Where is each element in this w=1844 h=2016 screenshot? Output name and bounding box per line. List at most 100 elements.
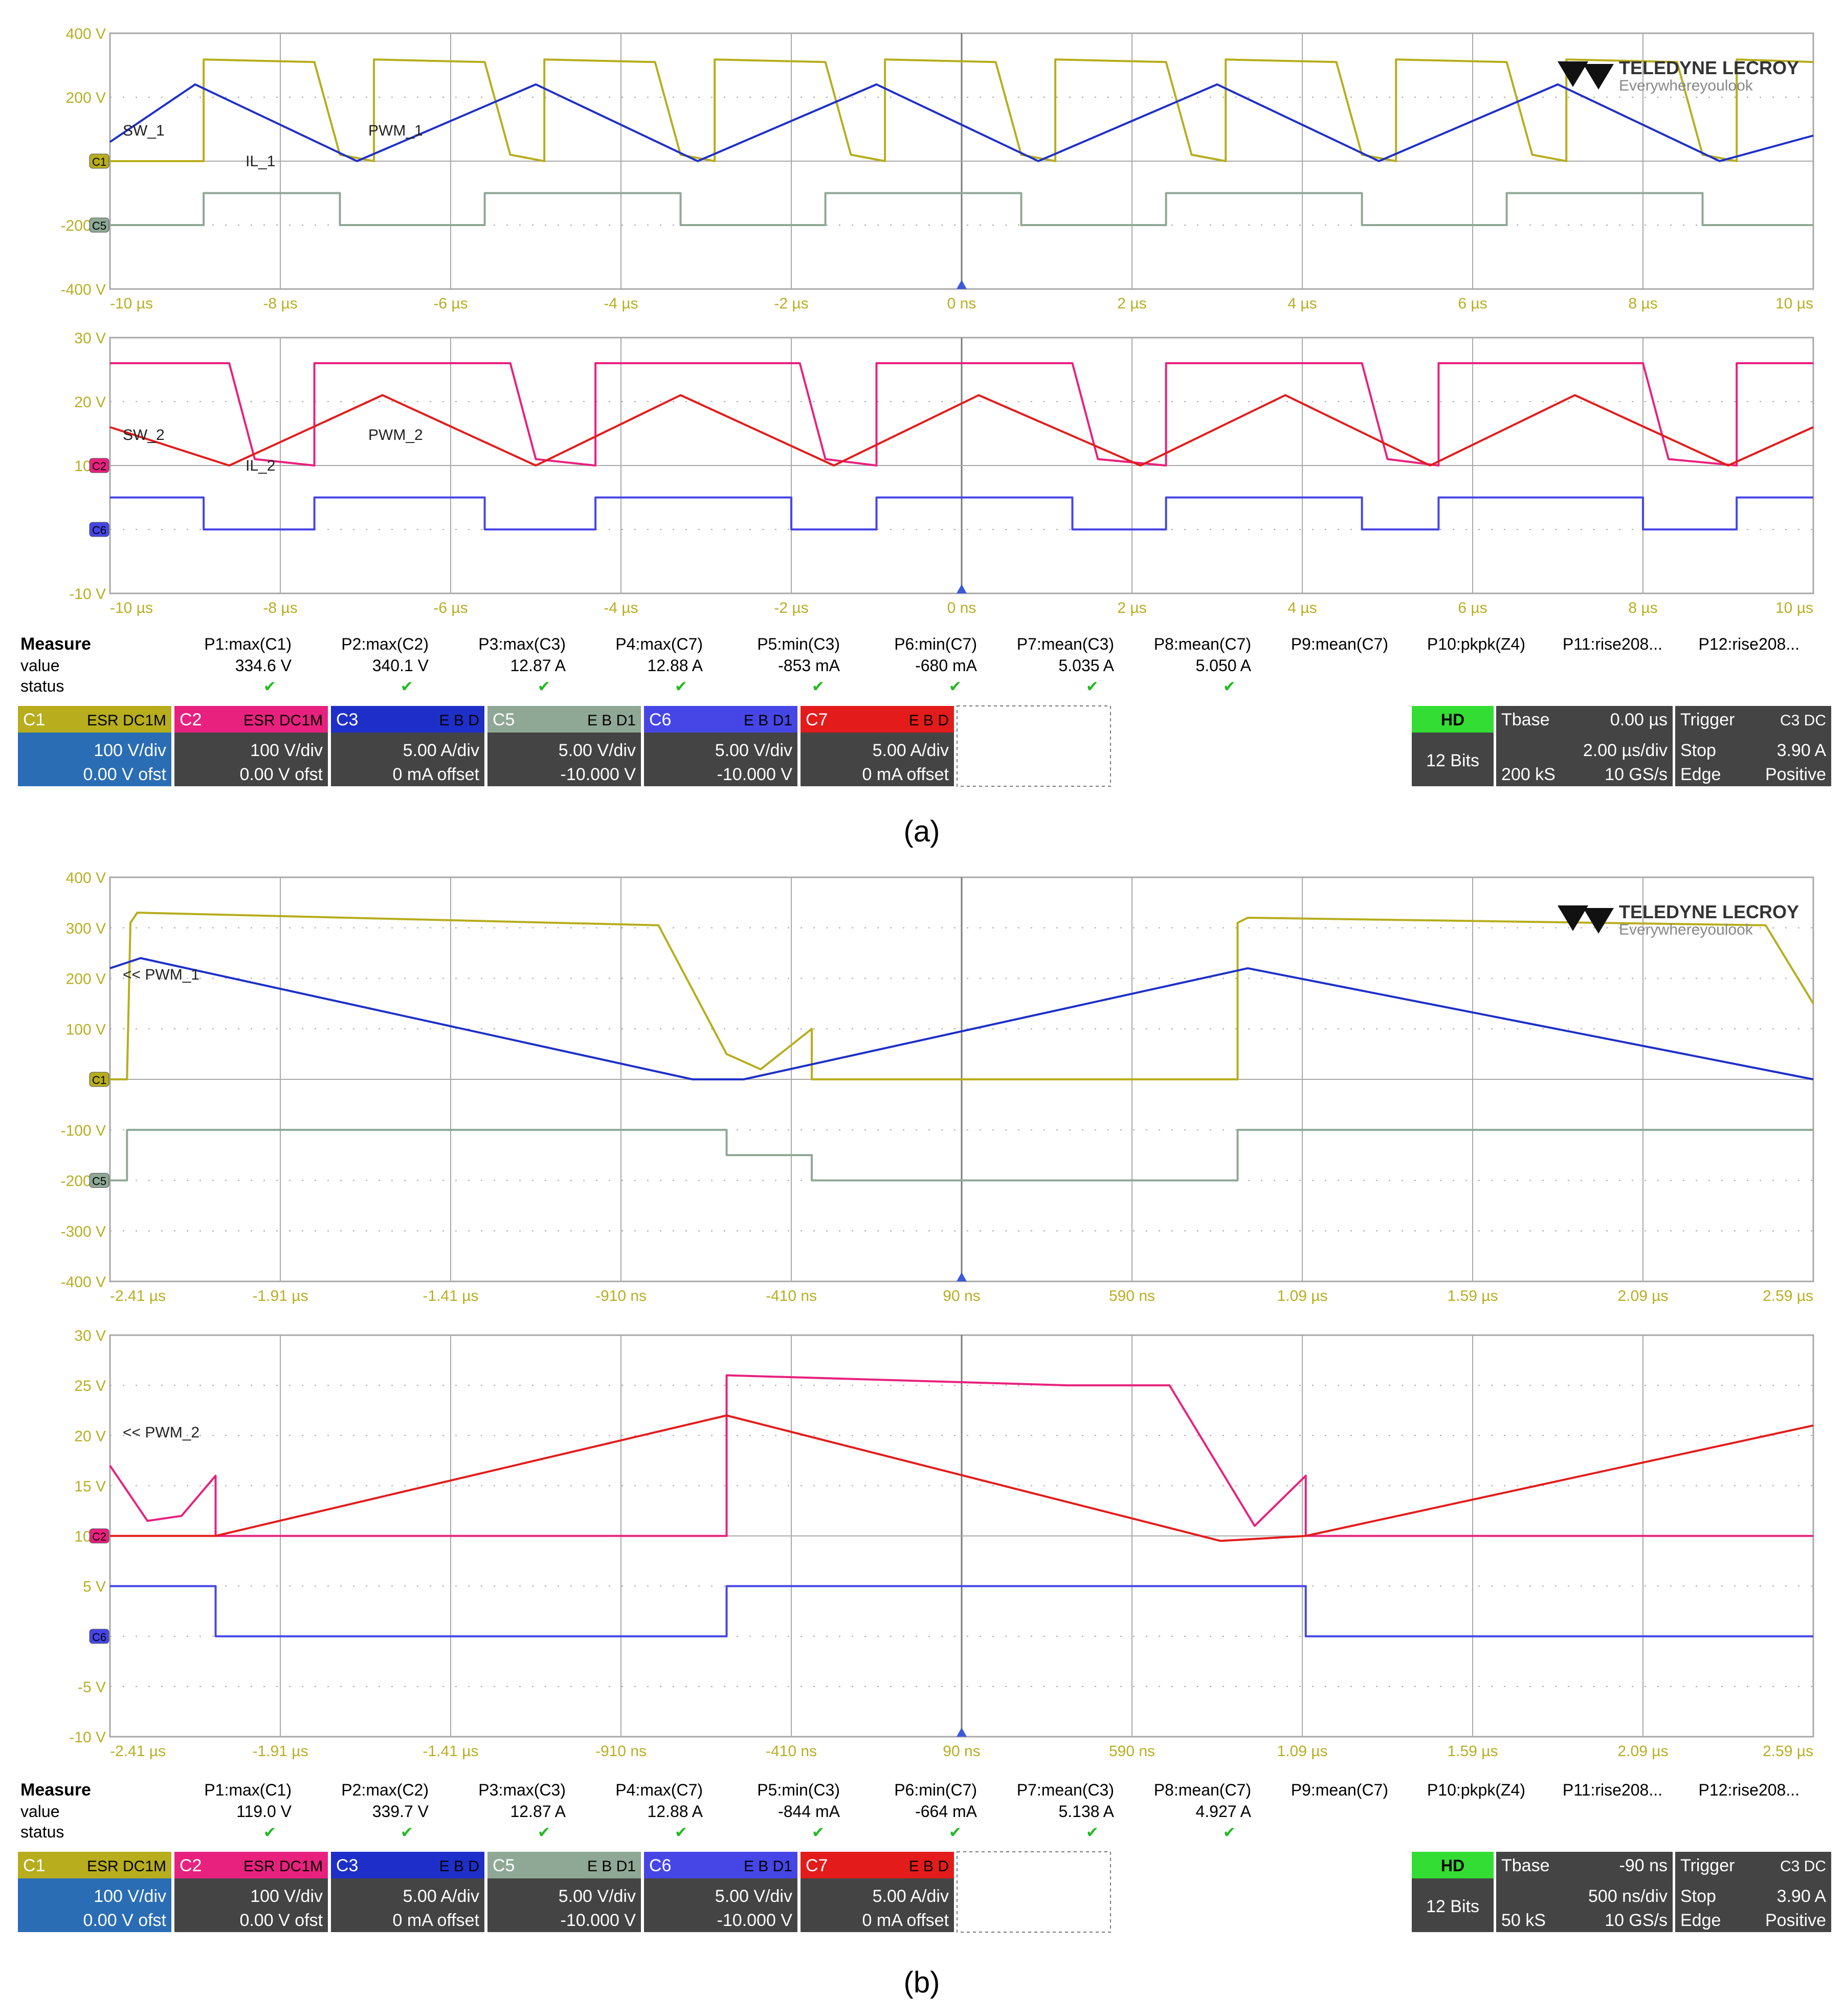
trigger-mode: Stop: [1680, 1887, 1716, 1906]
brand-name: TELEDYNE LECROY: [1619, 901, 1799, 922]
channel-header-bar: [331, 1852, 484, 1878]
x-tick-label: 2 µs: [1117, 295, 1146, 312]
measure-row-label: status: [20, 677, 64, 695]
channel-body: [18, 1878, 171, 1932]
channel-scale: 100 V/div: [94, 1887, 166, 1906]
measure-value: 12.88 A: [647, 1802, 703, 1821]
channel-name: C6: [649, 710, 671, 729]
trace-c1: [110, 58, 1814, 162]
channel-tags: ESR DC1M: [87, 1858, 166, 1875]
x-tick-label: 90 ns: [943, 1743, 980, 1760]
caption-a: (a): [904, 815, 940, 848]
trigger-source: C3 DC: [1780, 712, 1826, 729]
channel-marker: [89, 1528, 109, 1543]
channel-box-c1: C1 ESR DC1M 100 V/div 0.00 V ofst: [18, 706, 171, 786]
trace-c2: [110, 362, 1813, 467]
trace-c3: [109, 957, 1814, 1080]
trace-c3: [109, 83, 1814, 162]
measure-param-name: P5:min(C3): [757, 635, 840, 653]
channel-name: C6: [649, 1856, 671, 1875]
measure-param-name: P5:min(C3): [757, 1781, 840, 1799]
y-tick-label: 100 V: [66, 1021, 106, 1038]
measure-param-name: P10:pkpk(Z4): [1427, 1781, 1525, 1799]
x-tick-label: 1.09 µs: [1277, 1743, 1327, 1760]
timebase-rate: 10 GS/s: [1605, 765, 1668, 784]
channel-body: [18, 733, 171, 786]
bits-box: [1412, 1878, 1494, 1932]
trace-c6: [110, 1585, 1813, 1637]
y-tick-label: 400 V: [66, 26, 106, 42]
bits-label: 12 Bits: [1426, 751, 1479, 770]
channel-scale: 5.00 V/div: [559, 741, 636, 760]
trace-label: SW_1: [123, 122, 165, 139]
channel-header-bar: [18, 1852, 171, 1878]
channel-name: C5: [493, 710, 515, 729]
y-tick-label: -400 V: [61, 281, 106, 298]
channel-scale: 100 V/div: [94, 741, 166, 760]
measure-param-name: P12:rise208...: [1699, 1781, 1799, 1799]
status-check-icon: ✔: [1086, 678, 1099, 695]
channel-scale: 5.00 A/div: [873, 1887, 949, 1906]
channel-name: C5: [493, 1856, 515, 1875]
x-tick-label: -910 ns: [595, 1743, 647, 1760]
channel-scale: 5.00 V/div: [715, 1887, 792, 1906]
measure-param-name: P7:mean(C3): [1017, 635, 1114, 653]
measure-param-name: P11:rise208...: [1563, 1781, 1662, 1799]
channel-marker: [89, 1173, 109, 1188]
x-tick-label: 2.59 µs: [1763, 1743, 1813, 1760]
measure-param-name: P1:max(C1): [204, 1781, 292, 1799]
measure-param-name: P2:max(C2): [341, 1781, 429, 1799]
measure-param-name: P6:min(C7): [894, 635, 977, 653]
channel-scale: 5.00 A/div: [873, 741, 949, 760]
y-tick-label: -10 V: [69, 586, 106, 603]
channel-scale: 5.00 V/div: [559, 1887, 636, 1906]
y-tick-label: -100 V: [61, 1122, 106, 1139]
x-tick-label: -2 µs: [774, 295, 808, 312]
channel-body: [331, 1878, 484, 1932]
trigger-position-marker: [957, 584, 967, 593]
measure-param-name: P7:mean(C3): [1017, 1781, 1114, 1799]
x-tick-label: -910 ns: [595, 1288, 647, 1304]
measure-param-name: P10:pkpk(Z4): [1427, 635, 1525, 653]
timebase-rate: 10 GS/s: [1605, 1911, 1668, 1930]
y-tick-label: 200 V: [66, 971, 106, 988]
channel-body: [487, 733, 641, 786]
timebase-label: Tbase: [1501, 1856, 1550, 1875]
empty-channel-slot: [957, 705, 1111, 787]
measure-param-name: P3:max(C3): [478, 1781, 566, 1799]
channel-box-c3: C3 E B D 5.00 A/div 0 mA offset: [331, 706, 484, 786]
channel-header-bar: [331, 706, 484, 733]
hd-label: HD: [1441, 711, 1464, 729]
channel-offset: 0.00 V ofst: [83, 1911, 166, 1930]
status-check-icon: ✔: [675, 678, 687, 695]
measure-param-name: P6:min(C7): [894, 1781, 977, 1799]
status-check-icon: ✔: [1223, 1824, 1236, 1841]
measure-value: -844 mA: [778, 1802, 840, 1821]
measure-param-name: P3:max(C3): [478, 635, 566, 653]
x-tick-label: 90 ns: [943, 1288, 980, 1304]
y-tick-label: 400 V: [66, 870, 106, 887]
y-tick-label: 30 V: [74, 1327, 106, 1344]
y-tick-label: -300 V: [61, 1223, 106, 1240]
channel-marker-label: C2: [92, 460, 106, 473]
channel-tags: E B D: [439, 1858, 479, 1875]
channel-offset: 0 mA offset: [393, 765, 480, 784]
logo-mark: [1583, 908, 1614, 934]
channel-marker: [89, 1072, 109, 1087]
logo-mark: [1558, 905, 1588, 931]
channel-offset: -10.000 V: [717, 1911, 793, 1930]
x-tick-label: 6 µs: [1458, 295, 1487, 312]
x-tick-label: -10 µs: [110, 600, 153, 616]
measure-value: 5.050 A: [1195, 656, 1251, 675]
measure-row-label: value: [20, 1802, 60, 1821]
channel-marker: [89, 217, 109, 233]
timebase-delay: 0.00 µs: [1610, 710, 1668, 729]
x-tick-label: 1.09 µs: [1277, 1288, 1327, 1304]
channel-tags: ESR DC1M: [243, 1858, 323, 1875]
x-tick-label: -410 ns: [766, 1288, 817, 1304]
status-check-icon: ✔: [263, 1824, 276, 1841]
measure-value: -680 mA: [915, 656, 977, 675]
measure-param-name: P9:mean(C7): [1291, 1781, 1388, 1799]
